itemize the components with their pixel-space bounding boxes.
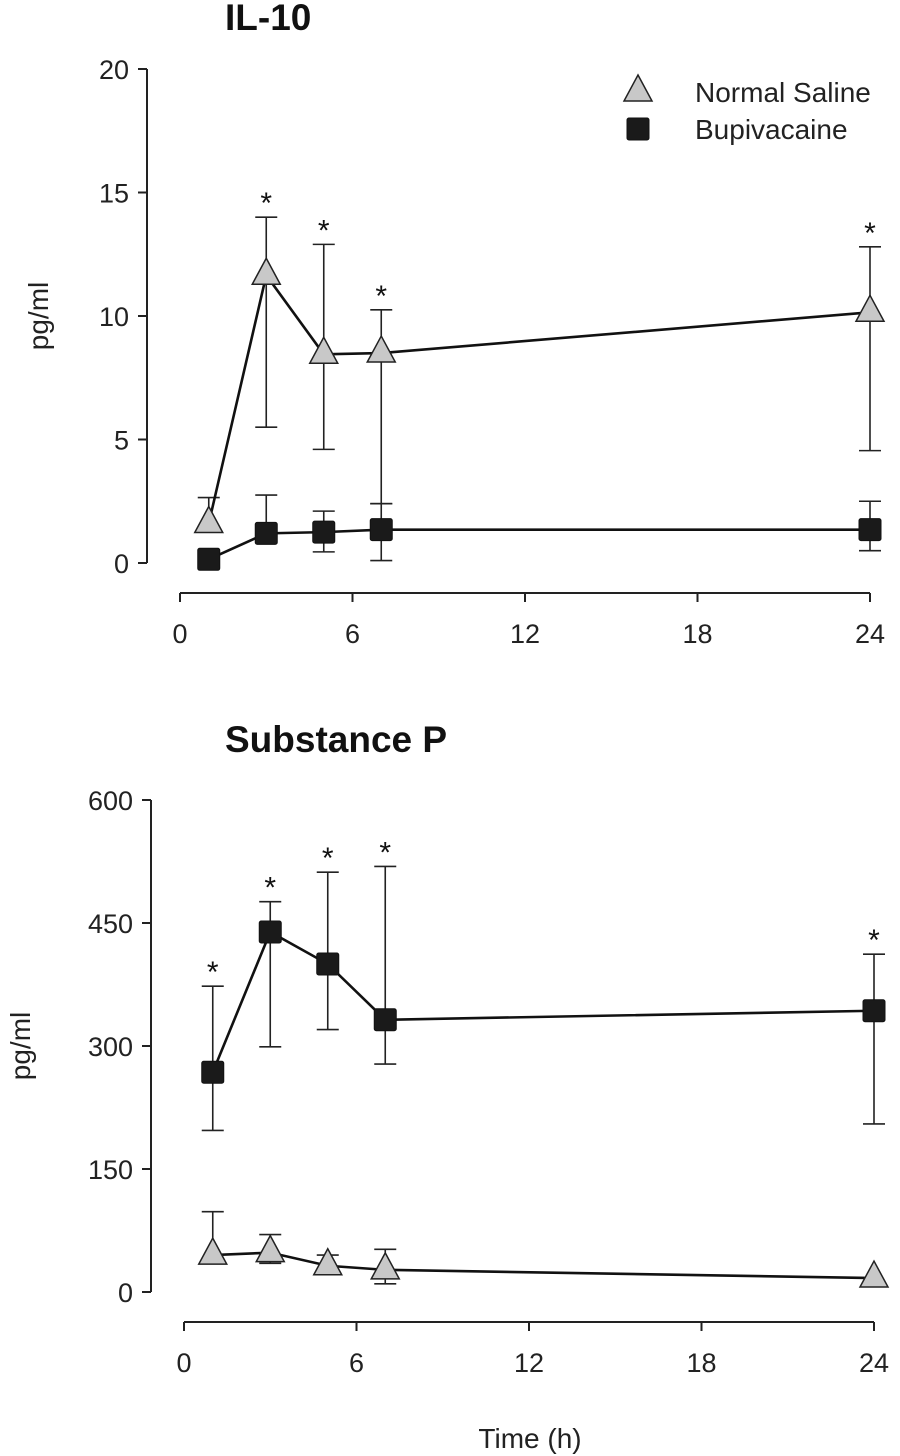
- data-point-square: [858, 518, 882, 542]
- significance-asterisk: *: [322, 842, 334, 875]
- y-tick-label: 10: [99, 302, 129, 332]
- x-tick-label: 12: [510, 619, 540, 649]
- significance-asterisk: *: [379, 836, 391, 869]
- significance-asterisk: *: [207, 956, 219, 989]
- data-point-square: [862, 999, 886, 1023]
- significance-asterisk: *: [318, 214, 330, 247]
- legend: Normal Saline Bupivacaine: [622, 73, 871, 145]
- data-point-triangle: [312, 1247, 344, 1276]
- series-line: [211, 930, 875, 1073]
- data-point-triangle: [254, 1234, 286, 1263]
- significance-asterisk: *: [375, 280, 387, 313]
- data-point-square: [369, 518, 393, 542]
- data-point-square: [258, 920, 282, 944]
- significance-asterisk: *: [264, 872, 276, 905]
- x-axis-label: Time (h): [478, 1423, 581, 1454]
- data-point-triangle: [193, 504, 225, 534]
- x-tick-label: 24: [855, 619, 885, 649]
- significance-asterisk: *: [868, 924, 880, 957]
- series-line: [207, 272, 871, 524]
- y-axis-label: pg/ml: [23, 282, 54, 350]
- legend-label: Bupivacaine: [695, 114, 848, 145]
- significance-asterisk: *: [864, 217, 876, 250]
- x-tick-label: 6: [349, 1348, 364, 1378]
- y-tick-label: 0: [114, 549, 129, 579]
- chart-title: IL-10: [225, 0, 311, 38]
- y-tick-label: 600: [88, 786, 133, 816]
- series-bupivacaine: [201, 865, 886, 1132]
- y-tick-label: 300: [88, 1032, 133, 1062]
- x-tick-label: 12: [514, 1348, 544, 1378]
- series-bupivacaine: [197, 494, 882, 571]
- x-tick-label: 18: [686, 1348, 716, 1378]
- y-axis-label: pg/ml: [5, 1012, 36, 1080]
- y-tick-label: 15: [99, 179, 129, 209]
- y-tick-label: 5: [114, 426, 129, 456]
- data-point-triangle: [369, 1251, 401, 1280]
- legend-label: Normal Saline: [695, 77, 871, 108]
- data-point-square: [373, 1008, 397, 1032]
- x-tick-label: 24: [859, 1348, 889, 1378]
- data-point-triangle: [308, 335, 340, 365]
- series-line: [212, 1251, 875, 1280]
- chart-0: IL-10 0 5 10 15 20 0 6 12 18 24 pg/ml * * * * Normal Sal…: [23, 0, 886, 649]
- data-point-triangle: [622, 73, 654, 102]
- data-point-square: [626, 117, 650, 141]
- y-tick-label: 150: [88, 1155, 133, 1185]
- x-tick-label: 6: [345, 619, 360, 649]
- data-point-square: [316, 952, 340, 976]
- data-point-triangle: [365, 334, 397, 363]
- chart-1: Substance P 0 150 300 450 600 0 6 12 18 24 pg/ml Tim…: [5, 719, 890, 1454]
- data-point-square: [197, 547, 221, 571]
- data-point-triangle: [250, 256, 282, 285]
- x-tick-label: 0: [172, 619, 187, 649]
- significance-asterisk: *: [260, 187, 272, 220]
- x-tick-label: 0: [176, 1348, 191, 1378]
- series-normal-saline: [197, 1210, 890, 1288]
- data-point-square: [254, 521, 278, 545]
- data-point-square: [312, 520, 336, 544]
- chart-title: Substance P: [225, 719, 447, 760]
- y-tick-label: 0: [118, 1278, 133, 1308]
- data-point-triangle: [854, 293, 886, 323]
- series-line: [208, 528, 870, 561]
- data-point-triangle: [858, 1259, 890, 1288]
- data-point-square: [201, 1060, 225, 1084]
- y-tick-label: 450: [88, 909, 133, 939]
- series-normal-saline: [193, 216, 886, 534]
- x-tick-label: 18: [682, 619, 712, 649]
- data-point-triangle: [197, 1236, 229, 1265]
- y-tick-label: 20: [99, 55, 129, 85]
